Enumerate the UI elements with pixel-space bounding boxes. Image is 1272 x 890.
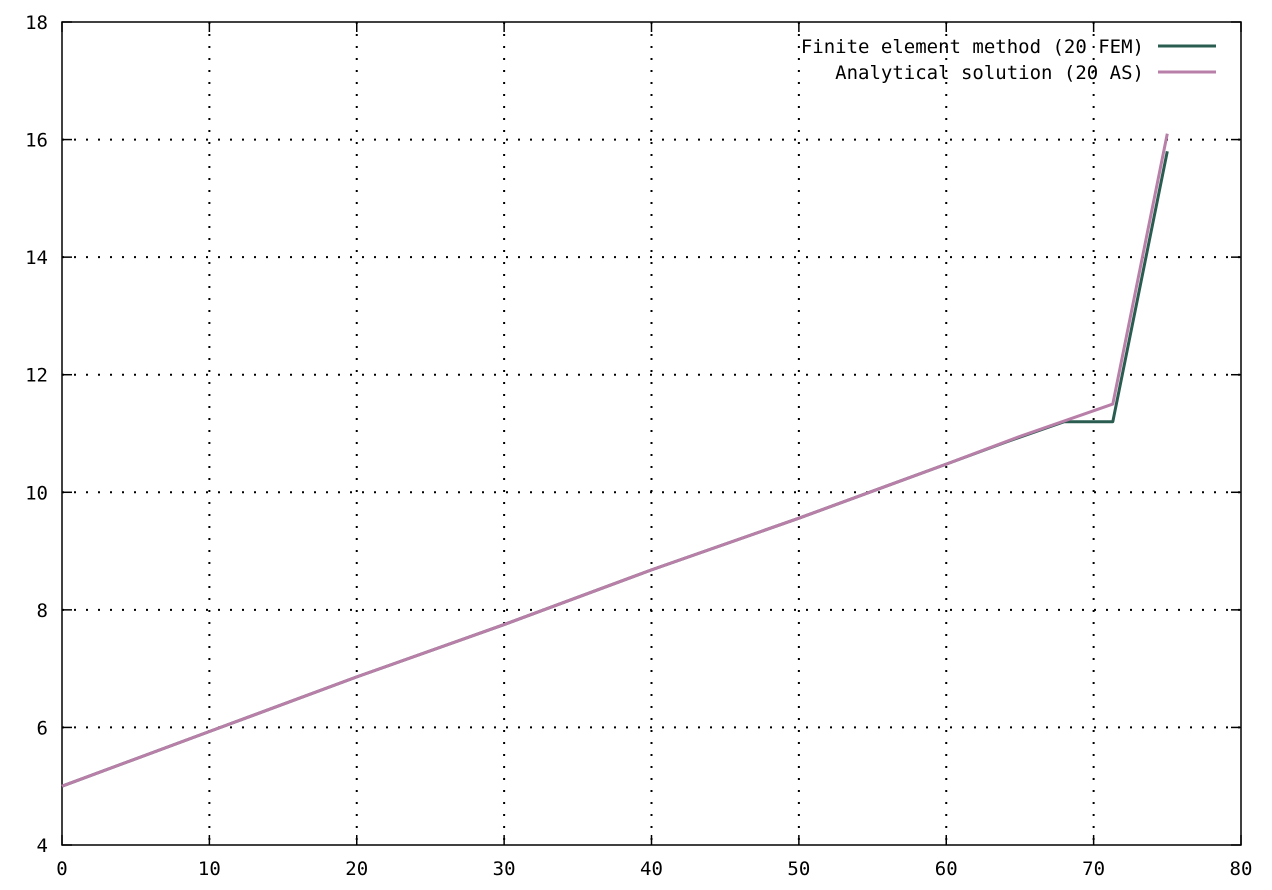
y-tick-label: 18	[25, 12, 48, 34]
y-axis-tick-labels: 4 6 8 10 12 14 16 18	[25, 12, 48, 857]
y-tick-label: 4	[37, 835, 48, 857]
y-tick-label: 16	[25, 130, 48, 152]
series-lines	[61, 133, 1169, 788]
legend: Finite element method (20 FEM) Analytical…	[801, 36, 1216, 84]
grid	[62, 22, 1241, 845]
x-tick-label: 0	[56, 858, 67, 880]
x-tick-label: 10	[198, 858, 221, 880]
axis-ticks	[61, 21, 1242, 846]
legend-label-1: Analytical solution (20 AS)	[835, 62, 1144, 84]
x-tick-label: 70	[1082, 858, 1105, 880]
y-tick-label: 14	[25, 247, 48, 269]
x-tick-label: 50	[787, 858, 810, 880]
x-tick-label: 80	[1230, 858, 1253, 880]
x-tick-label: 40	[640, 858, 663, 880]
x-tick-label: 60	[935, 858, 958, 880]
y-tick-label: 6	[37, 717, 48, 739]
x-axis-tick-labels: 0 10 20 30 40 50 60 70 80	[56, 858, 1252, 880]
x-tick-label: 20	[345, 858, 368, 880]
series-line-0	[61, 151, 1169, 788]
series-line-1	[61, 133, 1169, 788]
y-tick-label: 8	[37, 600, 48, 622]
y-tick-label: 12	[25, 365, 48, 387]
y-tick-label: 10	[25, 482, 48, 504]
legend-label-0: Finite element method (20 FEM)	[801, 36, 1144, 58]
x-tick-label: 30	[493, 858, 516, 880]
